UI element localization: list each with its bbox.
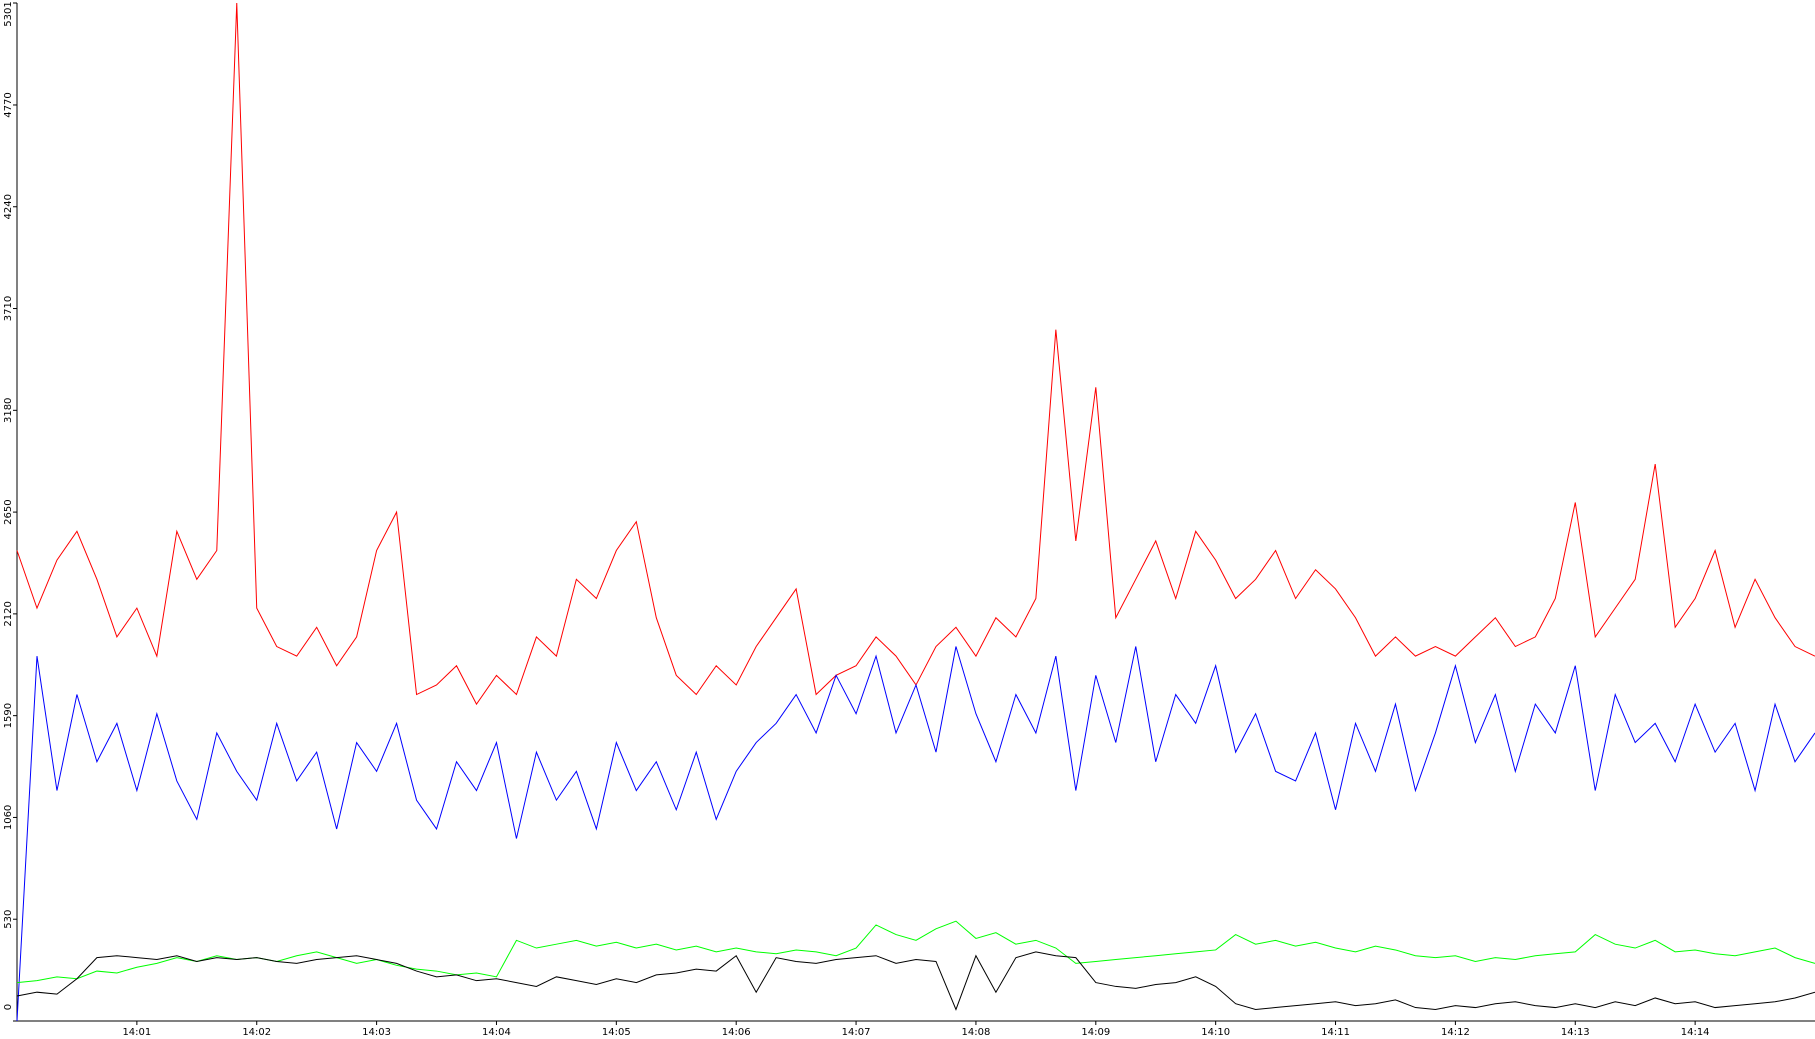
x-tick-label: 14:05: [602, 1027, 631, 1038]
series-line: [16, 951, 1815, 1011]
x-tick-label: 14:06: [722, 1027, 751, 1038]
y-tick-label: 3180: [3, 398, 14, 423]
y-tick-label: 4240: [3, 194, 14, 219]
y-tick-label: 3710: [3, 296, 14, 321]
x-tick-label: 14:09: [1081, 1027, 1110, 1038]
y-tick-label: 530: [3, 910, 14, 929]
y-tick-label: 0: [3, 1004, 14, 1010]
x-tick-label: 14:13: [1561, 1027, 1590, 1038]
x-tick-label: 14:03: [362, 1027, 391, 1038]
y-tick-label: 1590: [3, 703, 14, 728]
series-line: [16, 646, 1815, 1022]
x-tick-label: 14:10: [1201, 1027, 1230, 1038]
x-tick-label: 14:02: [242, 1027, 271, 1038]
x-tick-label: 14:04: [482, 1027, 511, 1038]
y-tick-label: 4770: [3, 92, 14, 117]
x-tick-label: 14:12: [1441, 1027, 1470, 1038]
x-tick-label: 14:14: [1681, 1027, 1710, 1038]
y-tick-label: 2120: [3, 601, 14, 626]
series-line: [16, 920, 1815, 984]
x-tick-label: 14:08: [962, 1027, 991, 1038]
x-tick-label: 14:11: [1321, 1027, 1350, 1038]
y-tick-label: 2650: [3, 499, 14, 524]
x-tick-label: 14:01: [122, 1027, 151, 1038]
y-tick-label: 5301: [3, 1, 14, 26]
x-tick-label: 14:07: [842, 1027, 871, 1038]
y-tick-label: 1060: [3, 805, 14, 830]
series-line: [16, 2, 1815, 706]
